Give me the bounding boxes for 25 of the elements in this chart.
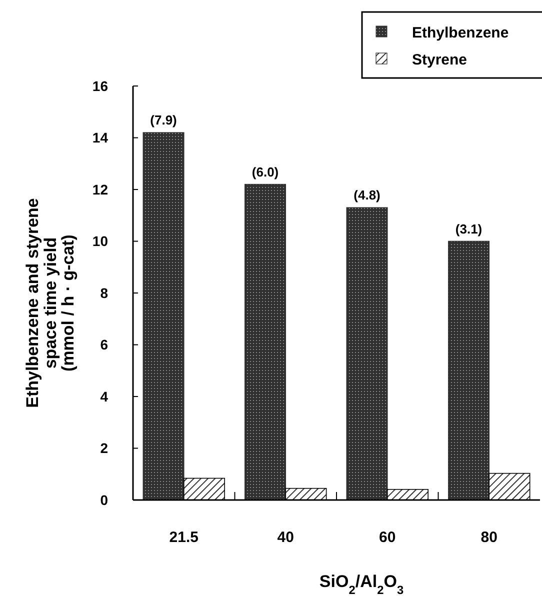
annotation: (3.1) — [455, 221, 482, 236]
annotation: (6.0) — [252, 164, 279, 180]
x-tick-label: 60 — [379, 529, 396, 546]
x-tick-label: 80 — [480, 529, 498, 546]
bar — [346, 207, 388, 500]
y-tick-label: 2 — [100, 440, 108, 456]
y-tick-label: 4 — [100, 388, 108, 404]
bar — [142, 132, 184, 500]
x-tick-label: 40 — [277, 529, 294, 546]
y-tick-label: 10 — [92, 233, 108, 250]
y-tick-label: 6 — [100, 336, 108, 353]
annotation: (7.9) — [150, 112, 177, 128]
y-tick-label: 16 — [92, 78, 108, 94]
y-tick-label: 8 — [100, 284, 108, 301]
x-axis-title: SiO$_{2}$/Al$_{2}$O$_{3}$ — [319, 572, 404, 597]
y-tick-label: 14 — [92, 130, 108, 146]
bar — [448, 240, 490, 500]
legend-label: Styrene — [412, 51, 468, 68]
y-tick-label: 0 — [100, 492, 108, 508]
y-axis-title: Ethylbenzene and styrene space time yield (mmol / h · g-cat) — [23, 198, 78, 408]
annotation: (4.8) — [354, 188, 380, 203]
bar — [244, 184, 286, 500]
x-tick-label: 21.5 — [169, 529, 198, 546]
legend-label: Ethylbenzene — [412, 24, 509, 42]
y-tick-label: 12 — [92, 181, 108, 198]
